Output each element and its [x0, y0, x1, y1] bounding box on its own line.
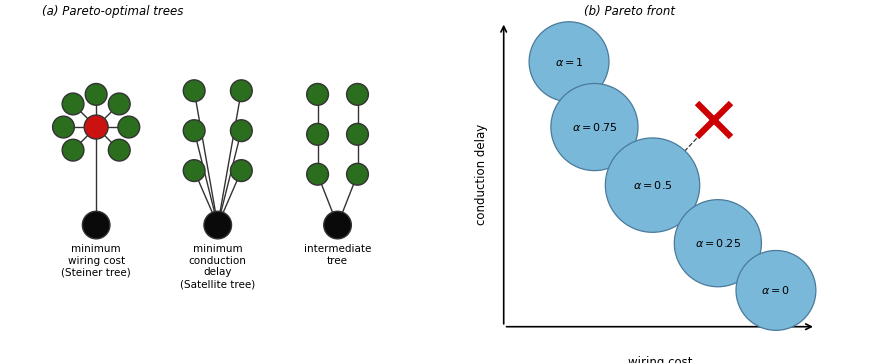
Text: (a) Pareto-optimal trees: (a) Pareto-optimal trees	[42, 5, 183, 19]
Circle shape	[83, 211, 110, 239]
Circle shape	[183, 120, 205, 142]
Text: $\alpha = 0.5$: $\alpha = 0.5$	[632, 179, 672, 191]
Circle shape	[529, 22, 609, 102]
Circle shape	[204, 211, 232, 239]
Circle shape	[550, 83, 638, 171]
Text: $\alpha = 0.25$: $\alpha = 0.25$	[695, 237, 741, 249]
Circle shape	[85, 83, 107, 105]
Circle shape	[183, 160, 205, 182]
Circle shape	[52, 116, 74, 138]
Circle shape	[231, 160, 253, 182]
Circle shape	[347, 163, 368, 185]
Text: $\alpha = 1$: $\alpha = 1$	[555, 56, 584, 68]
Text: $\alpha = 0$: $\alpha = 0$	[761, 284, 791, 297]
Text: minimum
conduction
delay
(Satellite tree): minimum conduction delay (Satellite tree…	[180, 244, 255, 289]
Circle shape	[736, 250, 816, 330]
Circle shape	[108, 139, 130, 161]
Circle shape	[347, 123, 368, 145]
Circle shape	[231, 80, 253, 102]
Circle shape	[347, 83, 368, 105]
Circle shape	[62, 139, 84, 161]
Circle shape	[307, 123, 328, 145]
Text: wiring cost: wiring cost	[627, 356, 692, 363]
Text: intermediate
tree: intermediate tree	[304, 244, 371, 266]
Circle shape	[62, 93, 84, 115]
Text: (b) Pareto front: (b) Pareto front	[584, 5, 674, 19]
Circle shape	[84, 115, 108, 139]
Text: minimum
wiring cost
(Steiner tree): minimum wiring cost (Steiner tree)	[61, 244, 131, 277]
Text: conduction delay: conduction delay	[476, 124, 489, 225]
Circle shape	[118, 116, 139, 138]
Circle shape	[231, 120, 253, 142]
Circle shape	[108, 93, 130, 115]
Circle shape	[605, 138, 699, 232]
Circle shape	[307, 163, 328, 185]
Circle shape	[307, 83, 328, 105]
Text: $\alpha = 0.75$: $\alpha = 0.75$	[571, 121, 618, 133]
Circle shape	[183, 80, 205, 102]
Circle shape	[324, 211, 351, 239]
Circle shape	[674, 200, 761, 287]
